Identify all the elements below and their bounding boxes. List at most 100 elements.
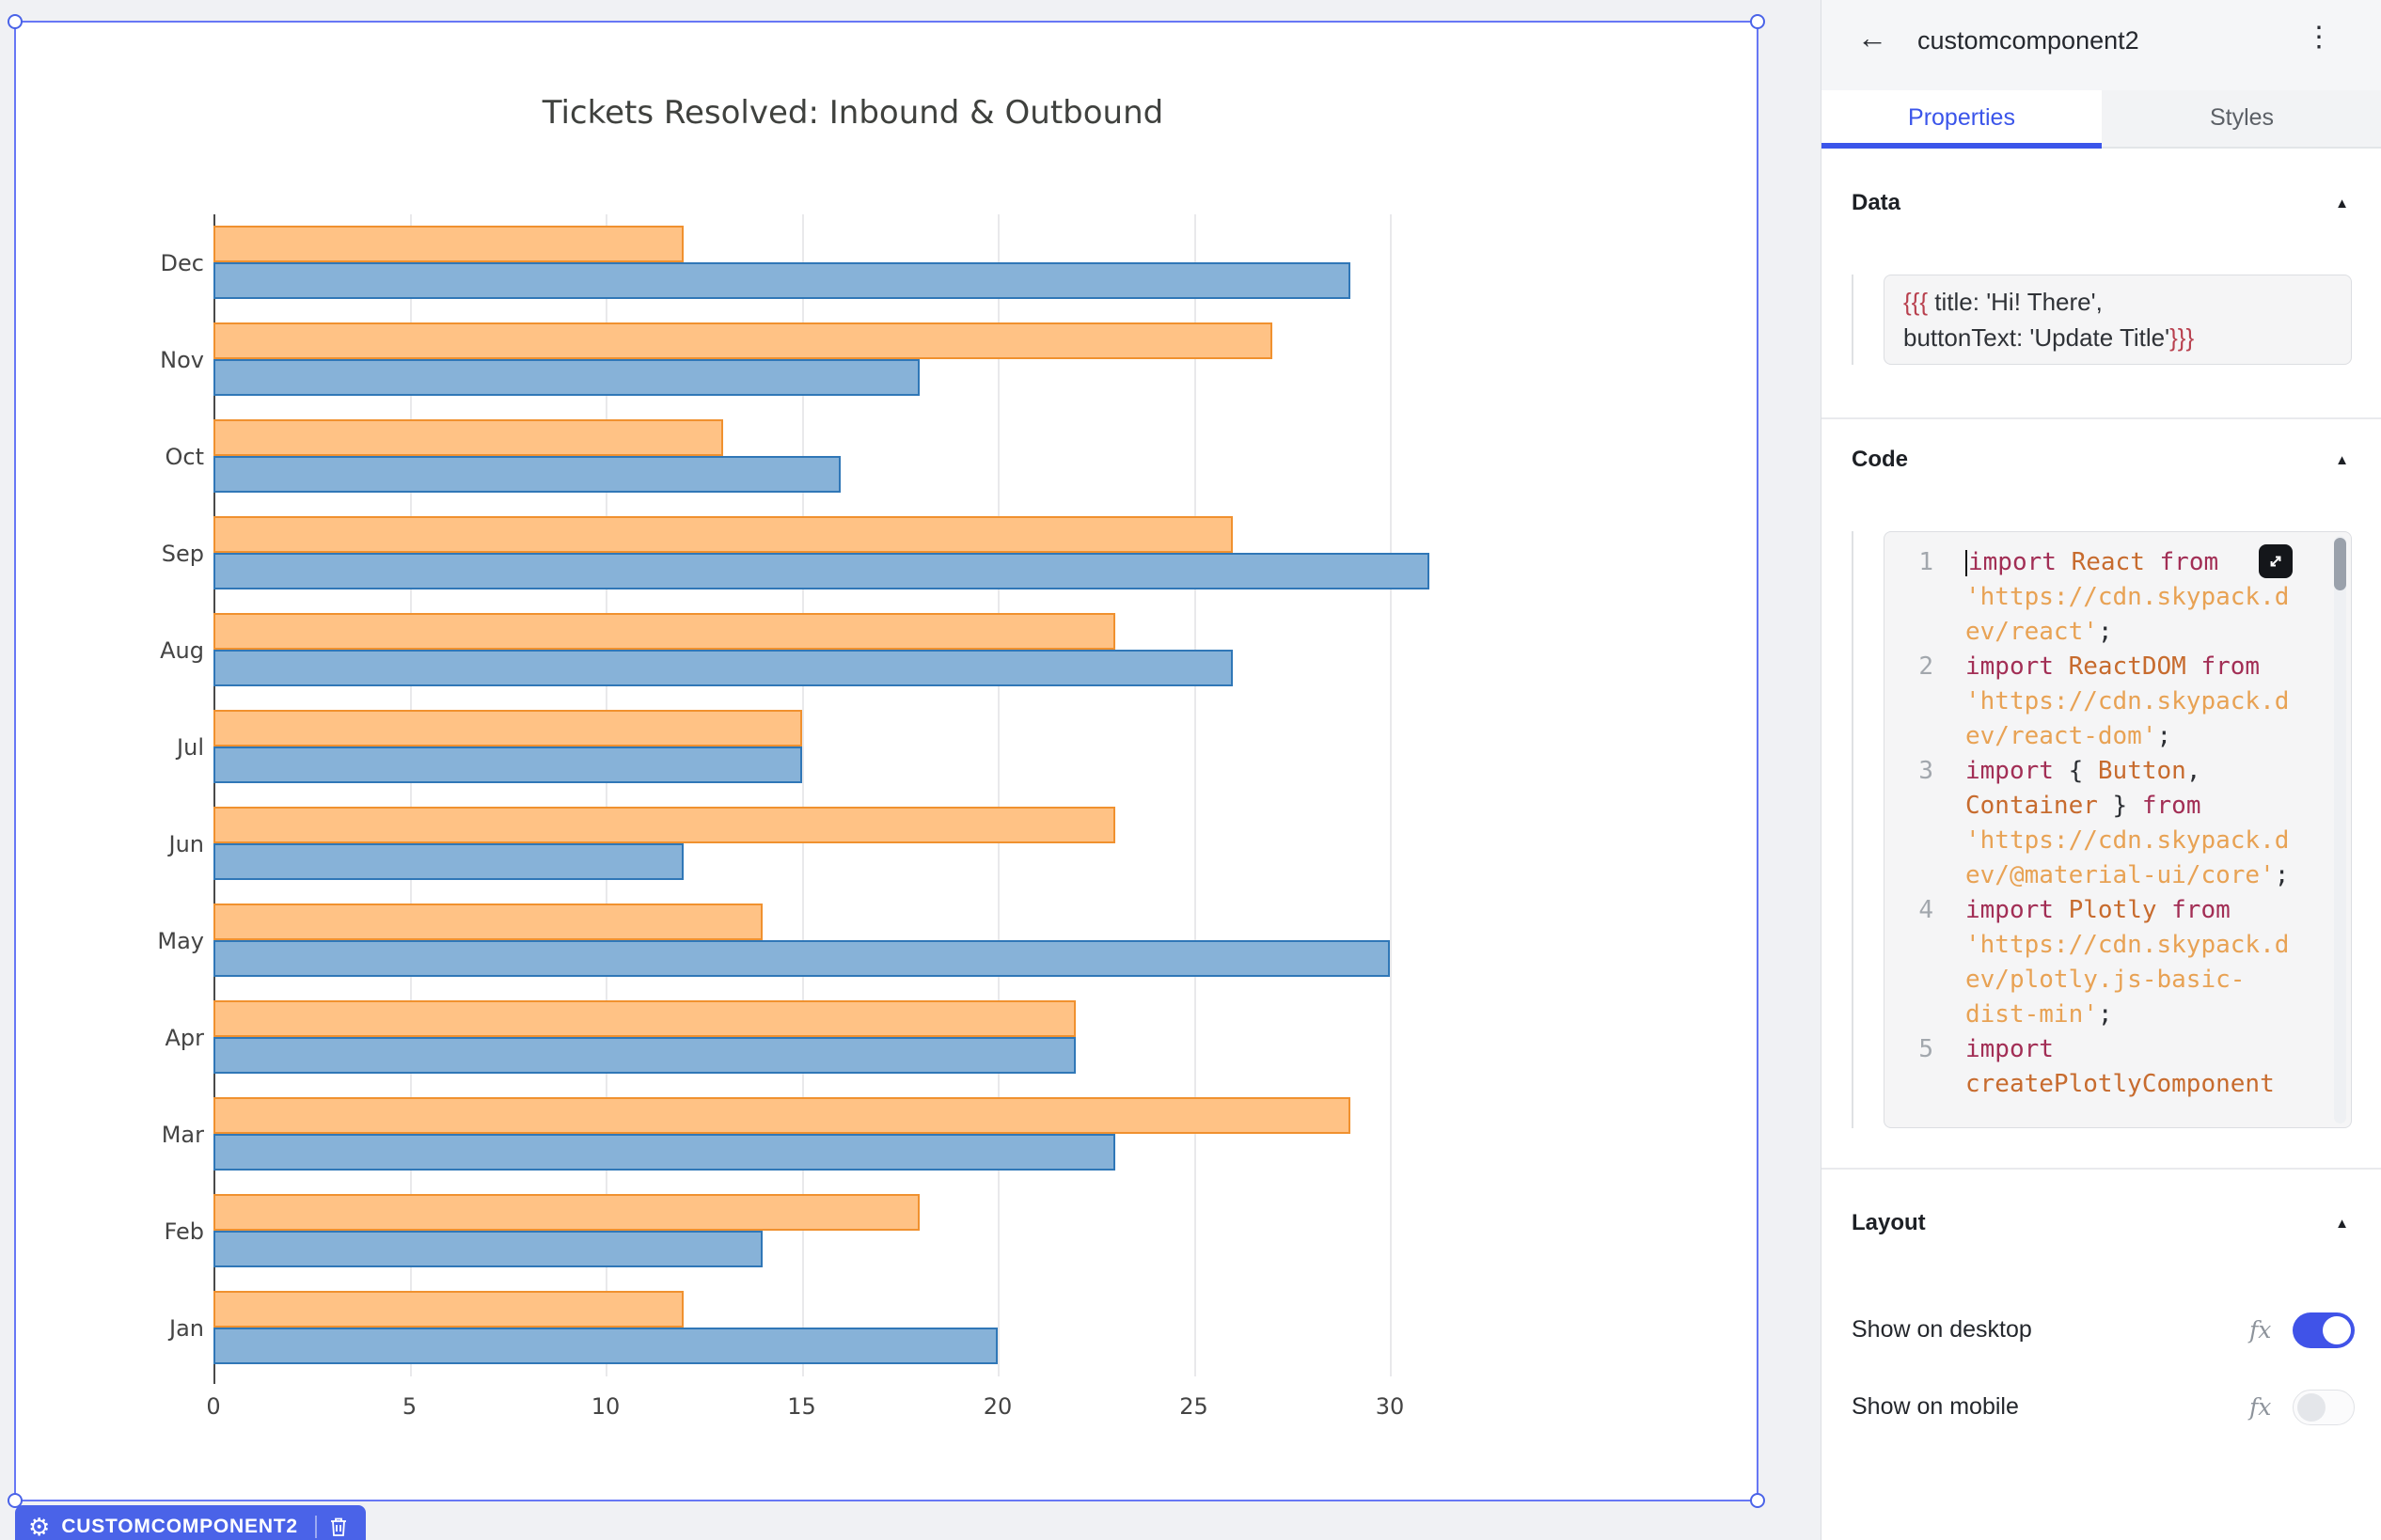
y-label-apr: Apr xyxy=(165,1024,204,1051)
collapse-icon-code[interactable]: ▲ xyxy=(2335,452,2349,468)
gridline-5 xyxy=(409,214,412,1376)
x-tick-10: 10 xyxy=(591,1393,621,1420)
toggle-knob xyxy=(2297,1393,2326,1422)
bar-inbound-oct xyxy=(213,456,842,493)
x-tick-20: 20 xyxy=(983,1393,1013,1420)
selected-component-badge[interactable]: ⚙ CUSTOMCOMPONENT2 xyxy=(15,1505,366,1540)
x-tick-30: 30 xyxy=(1375,1393,1405,1420)
selection-handle-bottom-left[interactable] xyxy=(8,1493,23,1508)
fx-icon[interactable]: fx xyxy=(2249,1393,2272,1421)
x-tick-0: 0 xyxy=(206,1393,221,1420)
chart-title: Tickets Resolved: Inbound & Outbound xyxy=(542,94,1164,132)
code-row: 'https://cdn.skypack.d xyxy=(1965,931,2290,959)
x-tick-15: 15 xyxy=(787,1393,816,1420)
layout-row: Show on desktop fx xyxy=(1821,1312,2381,1350)
code-row: 'https://cdn.skypack.d xyxy=(1965,687,2290,715)
gridline-30 xyxy=(1390,214,1392,1376)
bar-outbound-apr xyxy=(213,1000,1077,1037)
expand-icon xyxy=(2270,556,2281,567)
badge-divider xyxy=(314,1516,317,1538)
x-tick-5: 5 xyxy=(402,1393,418,1420)
data-accent-line xyxy=(1852,275,1853,365)
data-model-input[interactable]: {{{ title: 'Hi! There', buttonText: 'Upda… xyxy=(1884,275,2352,365)
editor-canvas[interactable]: Tickets Resolved: Inbound & Outbound 0 5 1… xyxy=(0,0,1821,1540)
bar-inbound-jun xyxy=(213,843,685,880)
selection-handle-top-right[interactable] xyxy=(1750,14,1765,29)
bar-outbound-sep xyxy=(213,516,1234,553)
section-header-layout[interactable]: Layout xyxy=(1852,1210,1926,1235)
template-open-braces: {{{ xyxy=(1903,288,1929,316)
code-row: ev/plotly.js-basic- xyxy=(1965,966,2246,994)
code-row: 4 import Plotly from xyxy=(1918,896,2231,924)
gear-icon[interactable]: ⚙ xyxy=(28,1513,51,1540)
tab-properties[interactable]: Properties xyxy=(1821,90,2102,147)
code-row: 5 import xyxy=(1918,1035,2054,1063)
y-label-jul: Jul xyxy=(177,733,204,761)
code-scrollbar-track[interactable] xyxy=(2334,536,2346,1124)
bar-outbound-dec xyxy=(213,226,685,262)
code-scrollbar-thumb[interactable] xyxy=(2334,538,2346,590)
selection-handle-bottom-right[interactable] xyxy=(1750,1493,1765,1508)
selection-handle-top-left[interactable] xyxy=(8,14,23,29)
gridline-20 xyxy=(998,214,1000,1376)
y-label-may: May xyxy=(157,927,204,954)
active-tab-underline xyxy=(1821,143,2102,149)
gridline-10 xyxy=(606,214,607,1376)
bar-inbound-feb xyxy=(213,1231,763,1267)
section-header-data[interactable]: Data xyxy=(1852,190,1901,215)
toggle-show-on-desktop[interactable] xyxy=(2293,1312,2355,1348)
y-label-feb: Feb xyxy=(164,1218,205,1245)
layout-row: Show on mobile fx xyxy=(1821,1390,2381,1427)
y-label-nov: Nov xyxy=(160,346,204,373)
y-label-jan: Jan xyxy=(169,1314,204,1342)
section-divider xyxy=(1821,417,2381,419)
inspector-header: ← customcomponent2 ⋮ xyxy=(1821,0,2381,90)
code-row: 'https://cdn.skypack.d xyxy=(1965,826,2290,855)
bar-inbound-sep xyxy=(213,553,1429,589)
bar-inbound-jul xyxy=(213,746,802,783)
expand-editor-button[interactable] xyxy=(2259,544,2293,578)
layout-row-label: Show on mobile xyxy=(1852,1393,2019,1420)
custom-component-card[interactable]: Tickets Resolved: Inbound & Outbound 0 5 1… xyxy=(8,14,1765,1508)
x-tick-25: 25 xyxy=(1179,1393,1208,1420)
section-divider xyxy=(1821,1168,2381,1170)
y-label-sep: Sep xyxy=(161,540,204,567)
data-line2: buttonText: 'Update Title' xyxy=(1903,323,2170,352)
code-row: ev/react-dom'; xyxy=(1965,722,2172,750)
code-row: ev/react'; xyxy=(1965,618,2113,646)
code-row: dist-min'; xyxy=(1965,1000,2113,1029)
selected-component-name: CUSTOMCOMPONENT2 xyxy=(61,1516,298,1537)
y-label-dec: Dec xyxy=(160,249,204,276)
text-cursor xyxy=(1965,549,1967,576)
back-arrow-icon[interactable]: ← xyxy=(1857,21,1887,55)
bar-inbound-dec xyxy=(213,262,1351,299)
collapse-icon-layout[interactable]: ▲ xyxy=(2335,1216,2349,1232)
template-close-braces: }}} xyxy=(2169,323,2195,352)
section-header-code[interactable]: Code xyxy=(1852,447,1908,472)
code-editor[interactable]: 1 import React from 'https://cdn.skypack.d… xyxy=(1884,531,2352,1128)
component-name-title: customcomponent2 xyxy=(1917,26,2139,55)
bar-outbound-oct xyxy=(213,419,724,456)
inspector-panel: ← customcomponent2 ⋮ Properties Styles D… xyxy=(1821,0,2381,1540)
data-line1: title: 'Hi! There', xyxy=(1928,288,2103,316)
collapse-icon-data[interactable]: ▲ xyxy=(2335,196,2349,212)
bar-inbound-may xyxy=(213,940,1390,977)
bar-inbound-jan xyxy=(213,1328,998,1364)
code-row: Container } from xyxy=(1965,792,2201,820)
bar-outbound-feb xyxy=(213,1194,920,1231)
toggle-knob xyxy=(2323,1316,2351,1344)
kebab-menu-icon[interactable]: ⋮ xyxy=(2305,22,2333,53)
bar-chart-plot-area: 0 5 10 15 20 25 30 Dec Nov Oct Sep Aug Jul Jun May Apr M… xyxy=(16,23,1760,1503)
bar-inbound-mar xyxy=(213,1134,1116,1171)
gridline-25 xyxy=(1193,214,1196,1376)
code-row: 'https://cdn.skypack.d xyxy=(1965,583,2290,611)
toggle-show-on-mobile[interactable] xyxy=(2293,1390,2355,1425)
y-label-aug: Aug xyxy=(160,636,204,664)
code-row: 3 import { Button, xyxy=(1918,757,2201,785)
code-accent-line xyxy=(1852,531,1853,1128)
trash-icon[interactable] xyxy=(328,1516,349,1538)
layout-row-label: Show on desktop xyxy=(1852,1316,2032,1343)
tab-styles[interactable]: Styles xyxy=(2209,104,2275,131)
fx-icon[interactable]: fx xyxy=(2249,1316,2272,1344)
x-axis-zero-line xyxy=(213,214,215,1384)
